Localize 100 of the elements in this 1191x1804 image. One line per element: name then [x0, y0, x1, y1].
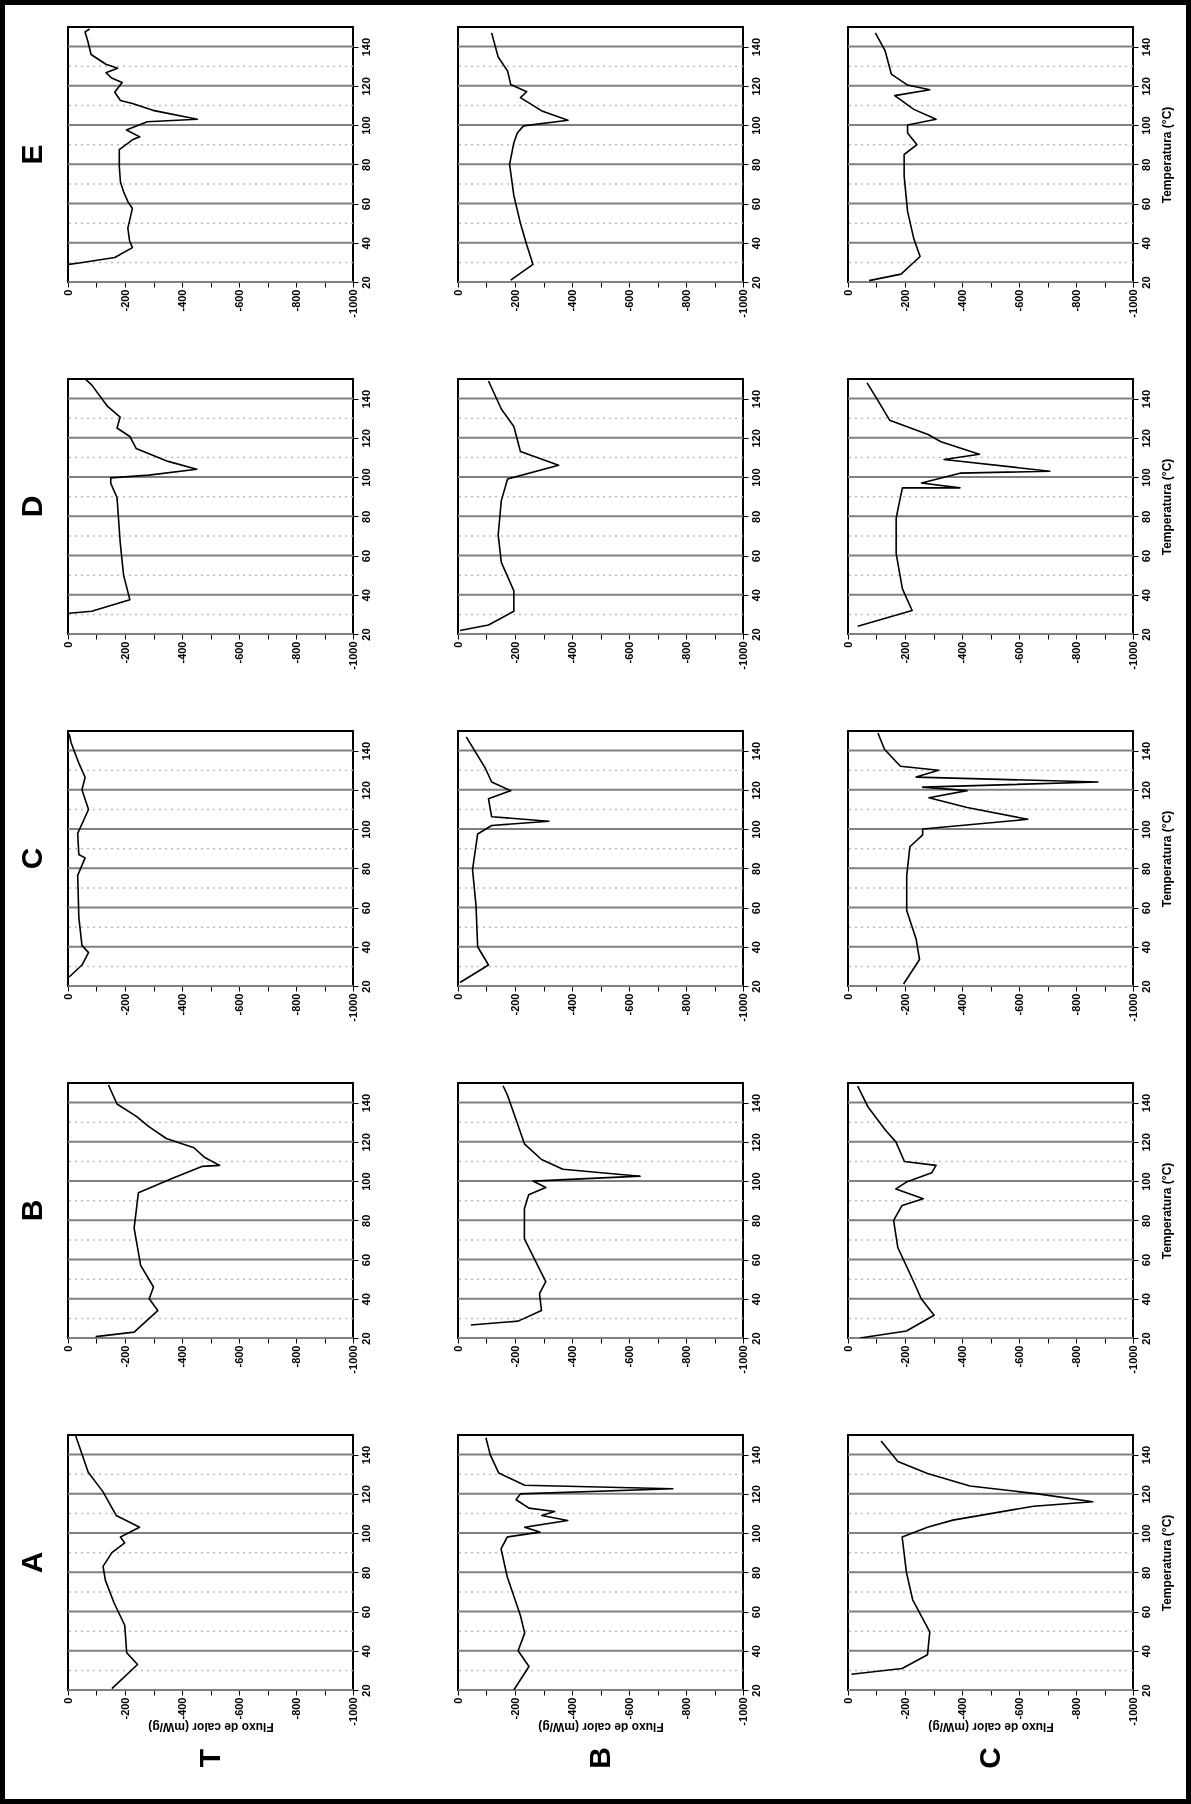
y-tick-label: 140 — [359, 1093, 372, 1113]
y-tick-label: 40 — [1139, 941, 1152, 954]
x-tick-label: -400 — [175, 1697, 188, 1720]
x-tick-label: 0 — [841, 1697, 854, 1704]
y-tick-label: 20 — [749, 980, 762, 993]
y-tick-label: 120 — [359, 429, 372, 448]
x-tick-label: -800 — [1069, 289, 1082, 312]
x-tick-label: -200 — [508, 993, 521, 1016]
x-tick-label: -1000 — [736, 1345, 749, 1374]
y-tick-label: 120 — [749, 429, 762, 448]
y-tick-label: 140 — [359, 389, 372, 409]
y-tick-label: 80 — [359, 158, 372, 171]
y-tick-label: 80 — [1139, 1214, 1152, 1227]
y-tick-label: 40 — [359, 941, 372, 954]
x-tick-label: -1000 — [736, 993, 749, 1022]
y-tick-label: 40 — [359, 1645, 372, 1658]
y-tick-label: 100 — [1139, 468, 1152, 487]
y-tick-label: 60 — [359, 549, 372, 563]
line-series — [856, 382, 1051, 627]
y-tick-label: 140 — [749, 389, 762, 409]
line-series — [868, 32, 937, 282]
x-tick-label: 0 — [841, 641, 854, 648]
y-tick-label: 140 — [359, 741, 372, 761]
y-tick-label: 100 — [1139, 820, 1152, 839]
y-tick-label: 80 — [749, 1214, 762, 1227]
y-tick-label: 140 — [749, 37, 762, 57]
y-tick-label: 80 — [749, 1566, 762, 1579]
x-tick-label: -600 — [232, 289, 245, 312]
x-tick-label: -200 — [508, 641, 521, 664]
y-tick-label: 120 — [359, 1485, 372, 1504]
x-tick-label: 0 — [451, 993, 464, 1000]
y-tick-label: 80 — [1139, 158, 1152, 171]
x-tick-label: -600 — [1012, 1345, 1025, 1368]
text: A — [15, 1551, 48, 1574]
y-tick-label: 120 — [359, 781, 372, 800]
y-tick-label: 140 — [749, 741, 762, 761]
x-tick-label: -600 — [232, 641, 245, 664]
y-tick-label: 140 — [1139, 389, 1152, 409]
y-tick-label: 120 — [749, 1485, 762, 1504]
x-tick-label: -200 — [508, 1697, 521, 1720]
y-tick-label: 40 — [1139, 237, 1152, 250]
x-tick-label: -800 — [289, 641, 302, 664]
y-tick-label: 60 — [1139, 1605, 1152, 1619]
x-axis-title: Fluxo de calor (mW/g) — [148, 1719, 274, 1734]
x-axis-title: Fluxo de calor (mW/g) — [538, 1719, 664, 1734]
x-tick-label: -1000 — [1126, 993, 1139, 1022]
y-tick-label: 20 — [359, 628, 372, 641]
y-axis-title: Temperatura (°C) — [1159, 458, 1174, 556]
x-tick-label: -400 — [175, 1345, 188, 1368]
y-tick-label: 100 — [749, 820, 762, 839]
x-tick-label: -400 — [565, 1697, 578, 1720]
y-tick-label: 80 — [1139, 1566, 1152, 1579]
y-tick-label: 40 — [1139, 1645, 1152, 1658]
y-tick-label: 100 — [1139, 1172, 1152, 1191]
y-tick-label: 80 — [1139, 510, 1152, 523]
y-tick-label: 100 — [749, 1172, 762, 1191]
y-tick-label: 40 — [359, 589, 372, 602]
x-tick-label: -400 — [175, 641, 188, 664]
line-series — [856, 1085, 937, 1338]
y-tick-label: 40 — [749, 1645, 762, 1658]
y-tick-label: 80 — [359, 510, 372, 523]
y-tick-label: 120 — [359, 77, 372, 96]
text: E — [15, 144, 48, 165]
y-tick-label: 60 — [749, 1253, 762, 1267]
y-tick-label: 60 — [1139, 901, 1152, 915]
x-tick-label: -200 — [118, 993, 131, 1016]
x-tick-label: -600 — [622, 641, 635, 664]
y-tick-label: 20 — [749, 1332, 762, 1345]
x-axis-title: Fluxo de calor (mW/g) — [928, 1719, 1054, 1734]
y-axis-title: Temperatura (°C) — [1159, 810, 1174, 908]
y-tick-label: 60 — [749, 197, 762, 211]
y-tick-label: 100 — [359, 116, 372, 135]
y-tick-label: 120 — [1139, 1133, 1152, 1152]
x-tick-label: -800 — [679, 641, 692, 664]
x-tick-label: 0 — [841, 1345, 854, 1352]
text: C — [15, 847, 48, 870]
x-tick-label: -1000 — [736, 641, 749, 670]
y-tick-label: 120 — [1139, 77, 1152, 96]
x-tick-label: -600 — [1012, 993, 1025, 1016]
y-tick-label: 20 — [1139, 980, 1152, 993]
x-tick-label: -600 — [232, 993, 245, 1016]
x-tick-label: -1000 — [736, 1697, 749, 1726]
y-tick-label: 60 — [359, 901, 372, 915]
x-tick-label: -400 — [175, 289, 188, 312]
y-tick-label: 140 — [1139, 37, 1152, 57]
y-tick-label: 60 — [359, 1253, 372, 1267]
x-tick-label: -600 — [1012, 641, 1025, 664]
x-tick-label: -400 — [565, 993, 578, 1016]
x-tick-label: 0 — [451, 1345, 464, 1352]
x-tick-label: 0 — [841, 993, 854, 1000]
y-tick-label: 20 — [359, 980, 372, 993]
x-tick-label: -400 — [955, 993, 968, 1016]
x-tick-label: -600 — [1012, 1697, 1025, 1720]
x-tick-label: -400 — [175, 993, 188, 1016]
y-tick-label: 20 — [749, 1684, 762, 1697]
y-tick-label: 140 — [1139, 1445, 1152, 1465]
y-tick-label: 20 — [359, 1684, 372, 1697]
y-tick-label: 140 — [359, 1445, 372, 1465]
x-tick-label: -600 — [232, 1697, 245, 1720]
x-tick-label: -400 — [565, 289, 578, 312]
